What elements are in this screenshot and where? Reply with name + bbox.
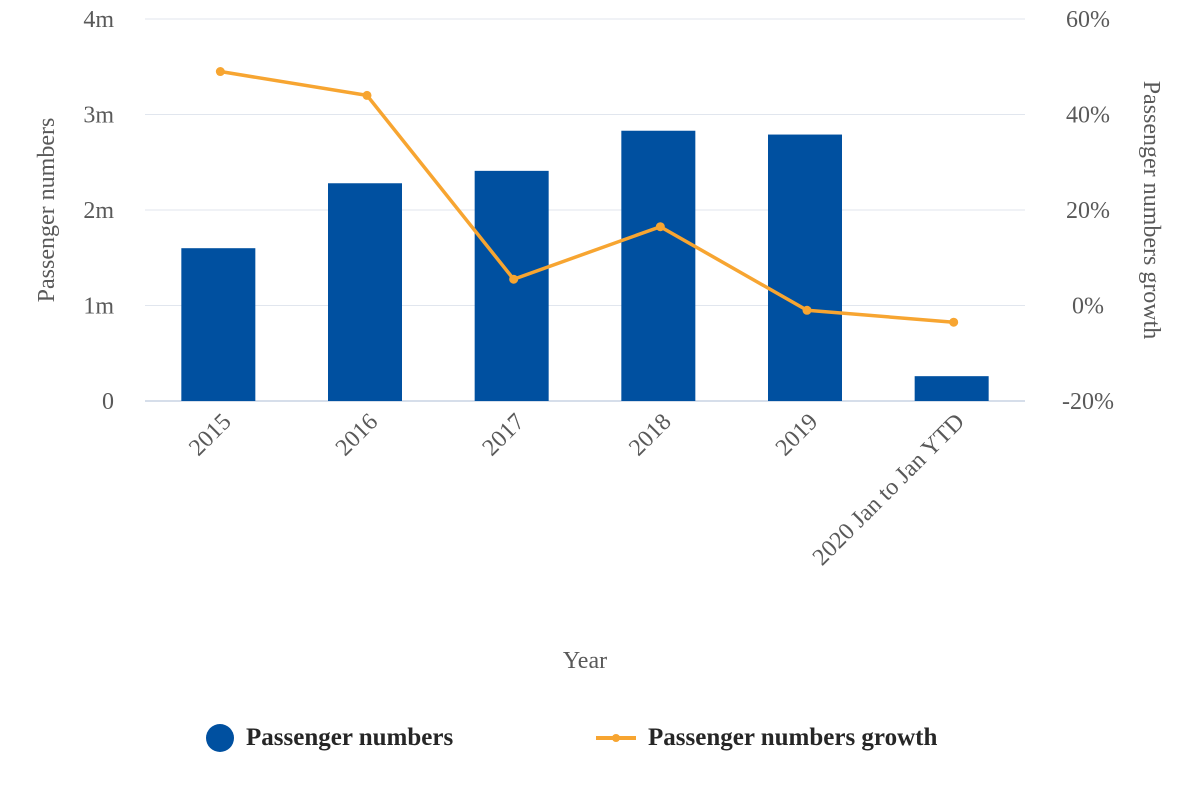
x-tick-label: 2016 [331,409,383,461]
x-tick-label: 2018 [624,409,676,461]
legend-bar-swatch [206,724,234,752]
x-tick-label: 2019 [771,409,823,461]
legend-item-bars: Passenger numbers [206,718,453,758]
bar [474,170,549,401]
x-tick-label: 2017 [478,409,530,461]
growth-line [220,69,954,324]
bar [914,376,989,401]
y2-tick-label: 60% [1066,7,1110,33]
y2-axis-title: Passenger numbers growth [1138,81,1164,340]
line-point [509,274,519,284]
y-axis-right: -20% 0% 20% 40% 60% [1062,7,1114,415]
line-point [215,67,225,77]
y-tick-label: 4m [83,7,114,33]
y-tick-label: 3m [83,103,114,129]
x-tick-label: 2020 Jan to Jan YTD [808,409,970,571]
legend-line-swatch [596,734,636,742]
x-tick-label: 2015 [184,409,236,461]
legend-item-line: Passenger numbers growth [596,718,937,758]
legend: Passenger numbers Passenger numbers grow… [0,718,1200,758]
bar [328,183,402,401]
line-series [215,67,959,327]
y2-tick-label: 40% [1066,103,1110,129]
y-axis-title: Passenger numbers [34,118,60,303]
line-point [655,222,665,232]
line-point [362,90,372,100]
y2-tick-label: -20% [1062,389,1114,415]
y-axis-left: 0 1m 2m 3m 4m [83,7,114,415]
x-axis-title: Year [563,648,607,674]
y-tick-label: 2m [83,198,114,224]
line-point [802,305,812,315]
y-tick-label: 0 [102,389,114,415]
bar [768,134,842,401]
y2-tick-label: 0% [1072,294,1104,320]
y-tick-label: 1m [83,294,114,320]
line-point [949,317,959,327]
bar [621,130,696,402]
legend-label-line: Passenger numbers growth [648,724,938,751]
y2-tick-label: 20% [1066,198,1110,224]
bar-series [181,130,989,402]
legend-label-bars: Passenger numbers [246,724,454,751]
gridlines [145,18,1025,402]
bar [181,248,256,401]
